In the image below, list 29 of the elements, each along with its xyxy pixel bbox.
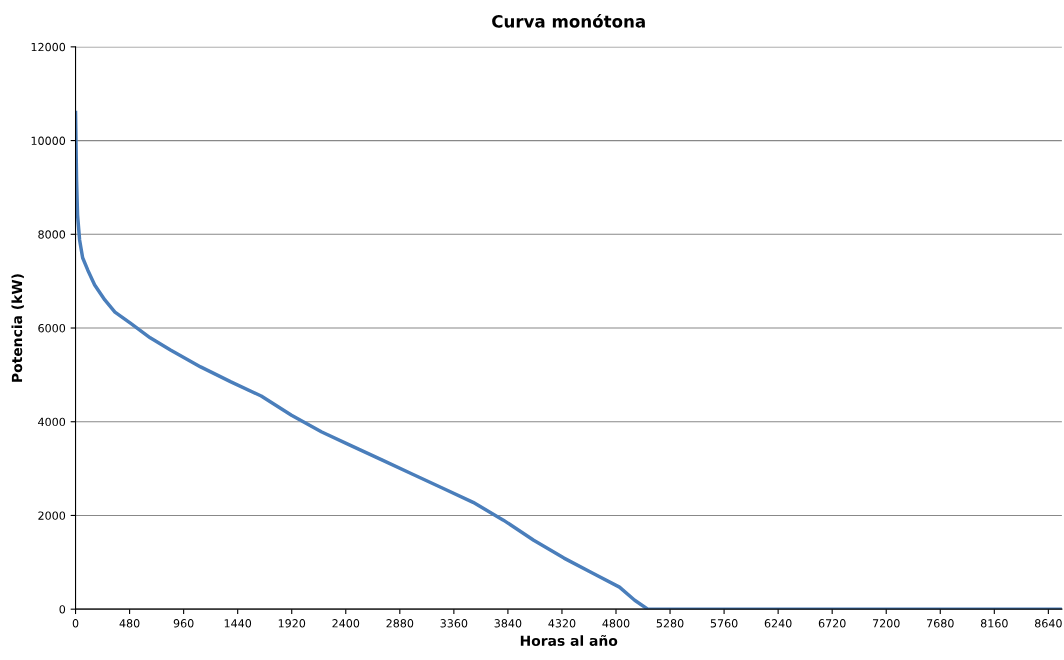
- x-tick-label: 960: [173, 619, 194, 628]
- x-tick-label: 4800: [602, 619, 630, 628]
- y-tick-label: 8000: [38, 230, 66, 239]
- y-tick-label: 4000: [38, 417, 66, 427]
- y-tick-label: 0: [59, 605, 66, 614]
- x-tick-label: 3840: [494, 619, 522, 628]
- x-tick-label: 2880: [386, 619, 414, 628]
- x-tick-label: 8160: [980, 619, 1008, 628]
- x-tick-label: 0: [72, 619, 79, 628]
- x-tick-label: 7680: [927, 619, 954, 628]
- y-tick-label: 6000: [38, 323, 66, 333]
- x-axis-title: Horas al año: [520, 634, 618, 646]
- x-tick-label: 1920: [278, 619, 306, 628]
- x-tick-label: 6720: [818, 619, 846, 628]
- x-tick-label: 480: [119, 619, 140, 628]
- chart-title: Curva monótona: [492, 14, 645, 28]
- y-tick-label: 12000: [31, 42, 66, 52]
- x-tick-label: 4320: [548, 619, 576, 628]
- x-tick-label: 5760: [710, 619, 738, 628]
- y-tick-label: 10000: [31, 136, 66, 145]
- x-tick-label: 8640: [1034, 619, 1062, 628]
- x-tick-label: 3360: [440, 619, 468, 628]
- y-tick-label: 2000: [38, 511, 66, 520]
- x-tick-label: 2400: [332, 619, 360, 628]
- x-tick-label: 6240: [764, 619, 792, 628]
- y-axis-title: Potencia (kW): [11, 274, 24, 382]
- x-tick-label: 7200: [873, 619, 900, 628]
- x-tick-label: 5280: [656, 619, 684, 628]
- x-tick-label: 1440: [224, 619, 252, 628]
